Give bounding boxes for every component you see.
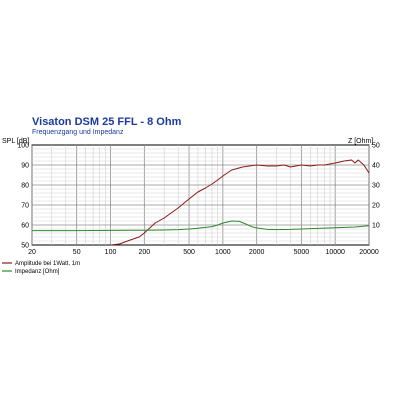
x-tick-label: 200 bbox=[138, 249, 150, 256]
y-right-tick-label: 20 bbox=[372, 203, 380, 210]
y-axis-right-title: Z [Ohm] bbox=[348, 138, 373, 145]
x-tick-label: 20 bbox=[28, 249, 36, 256]
series-line-impedance bbox=[32, 220, 370, 232]
x-tick-label: 2000 bbox=[249, 249, 265, 256]
series-line-amplitude bbox=[110, 159, 370, 246]
x-tick-label: 10000 bbox=[325, 249, 345, 256]
y-axis-left-title: SPL [dB] bbox=[2, 138, 29, 145]
x-tick-label: 100 bbox=[105, 249, 117, 256]
y-left-tick-label: 80 bbox=[21, 183, 29, 190]
chart-title: Visaton DSM 25 FFL - 8 Ohm bbox=[32, 116, 182, 128]
grid bbox=[31, 145, 370, 245]
y-left-tick-label: 100 bbox=[17, 143, 29, 150]
x-tick-label: 20000 bbox=[359, 249, 379, 256]
y-right-tick-label: 40 bbox=[372, 163, 380, 170]
y-left-tick-label: 60 bbox=[21, 223, 29, 230]
tick-labels: 20 50 100 200 500 1000 2000 5000 10000 2000050607… bbox=[17, 143, 380, 257]
y-left-tick-label: 90 bbox=[21, 163, 29, 170]
plot-frame bbox=[31, 144, 370, 246]
x-tick-label: 50 bbox=[73, 249, 81, 256]
legend-label: Amplitude bei 1Watt, 1m bbox=[15, 261, 80, 267]
y-right-tick-label: 50 bbox=[372, 143, 380, 150]
x-tick-label: 5000 bbox=[294, 249, 310, 256]
y-right-tick-label: 10 bbox=[372, 223, 380, 230]
x-tick-label: 500 bbox=[183, 249, 195, 256]
chart-subtitle: Frequenzgang und Impedanz bbox=[32, 129, 124, 136]
y-left-tick-label: 70 bbox=[21, 203, 29, 210]
y-left-tick-label: 50 bbox=[21, 243, 29, 250]
legend: Amplitude bei 1Watt, 1m Impedanz [Ohm] bbox=[2, 261, 80, 275]
y-right-tick-label: 30 bbox=[372, 183, 380, 190]
series-lines bbox=[32, 159, 370, 246]
x-tick-label: 1000 bbox=[215, 249, 231, 256]
legend-label: Impedanz [Ohm] bbox=[15, 269, 60, 275]
